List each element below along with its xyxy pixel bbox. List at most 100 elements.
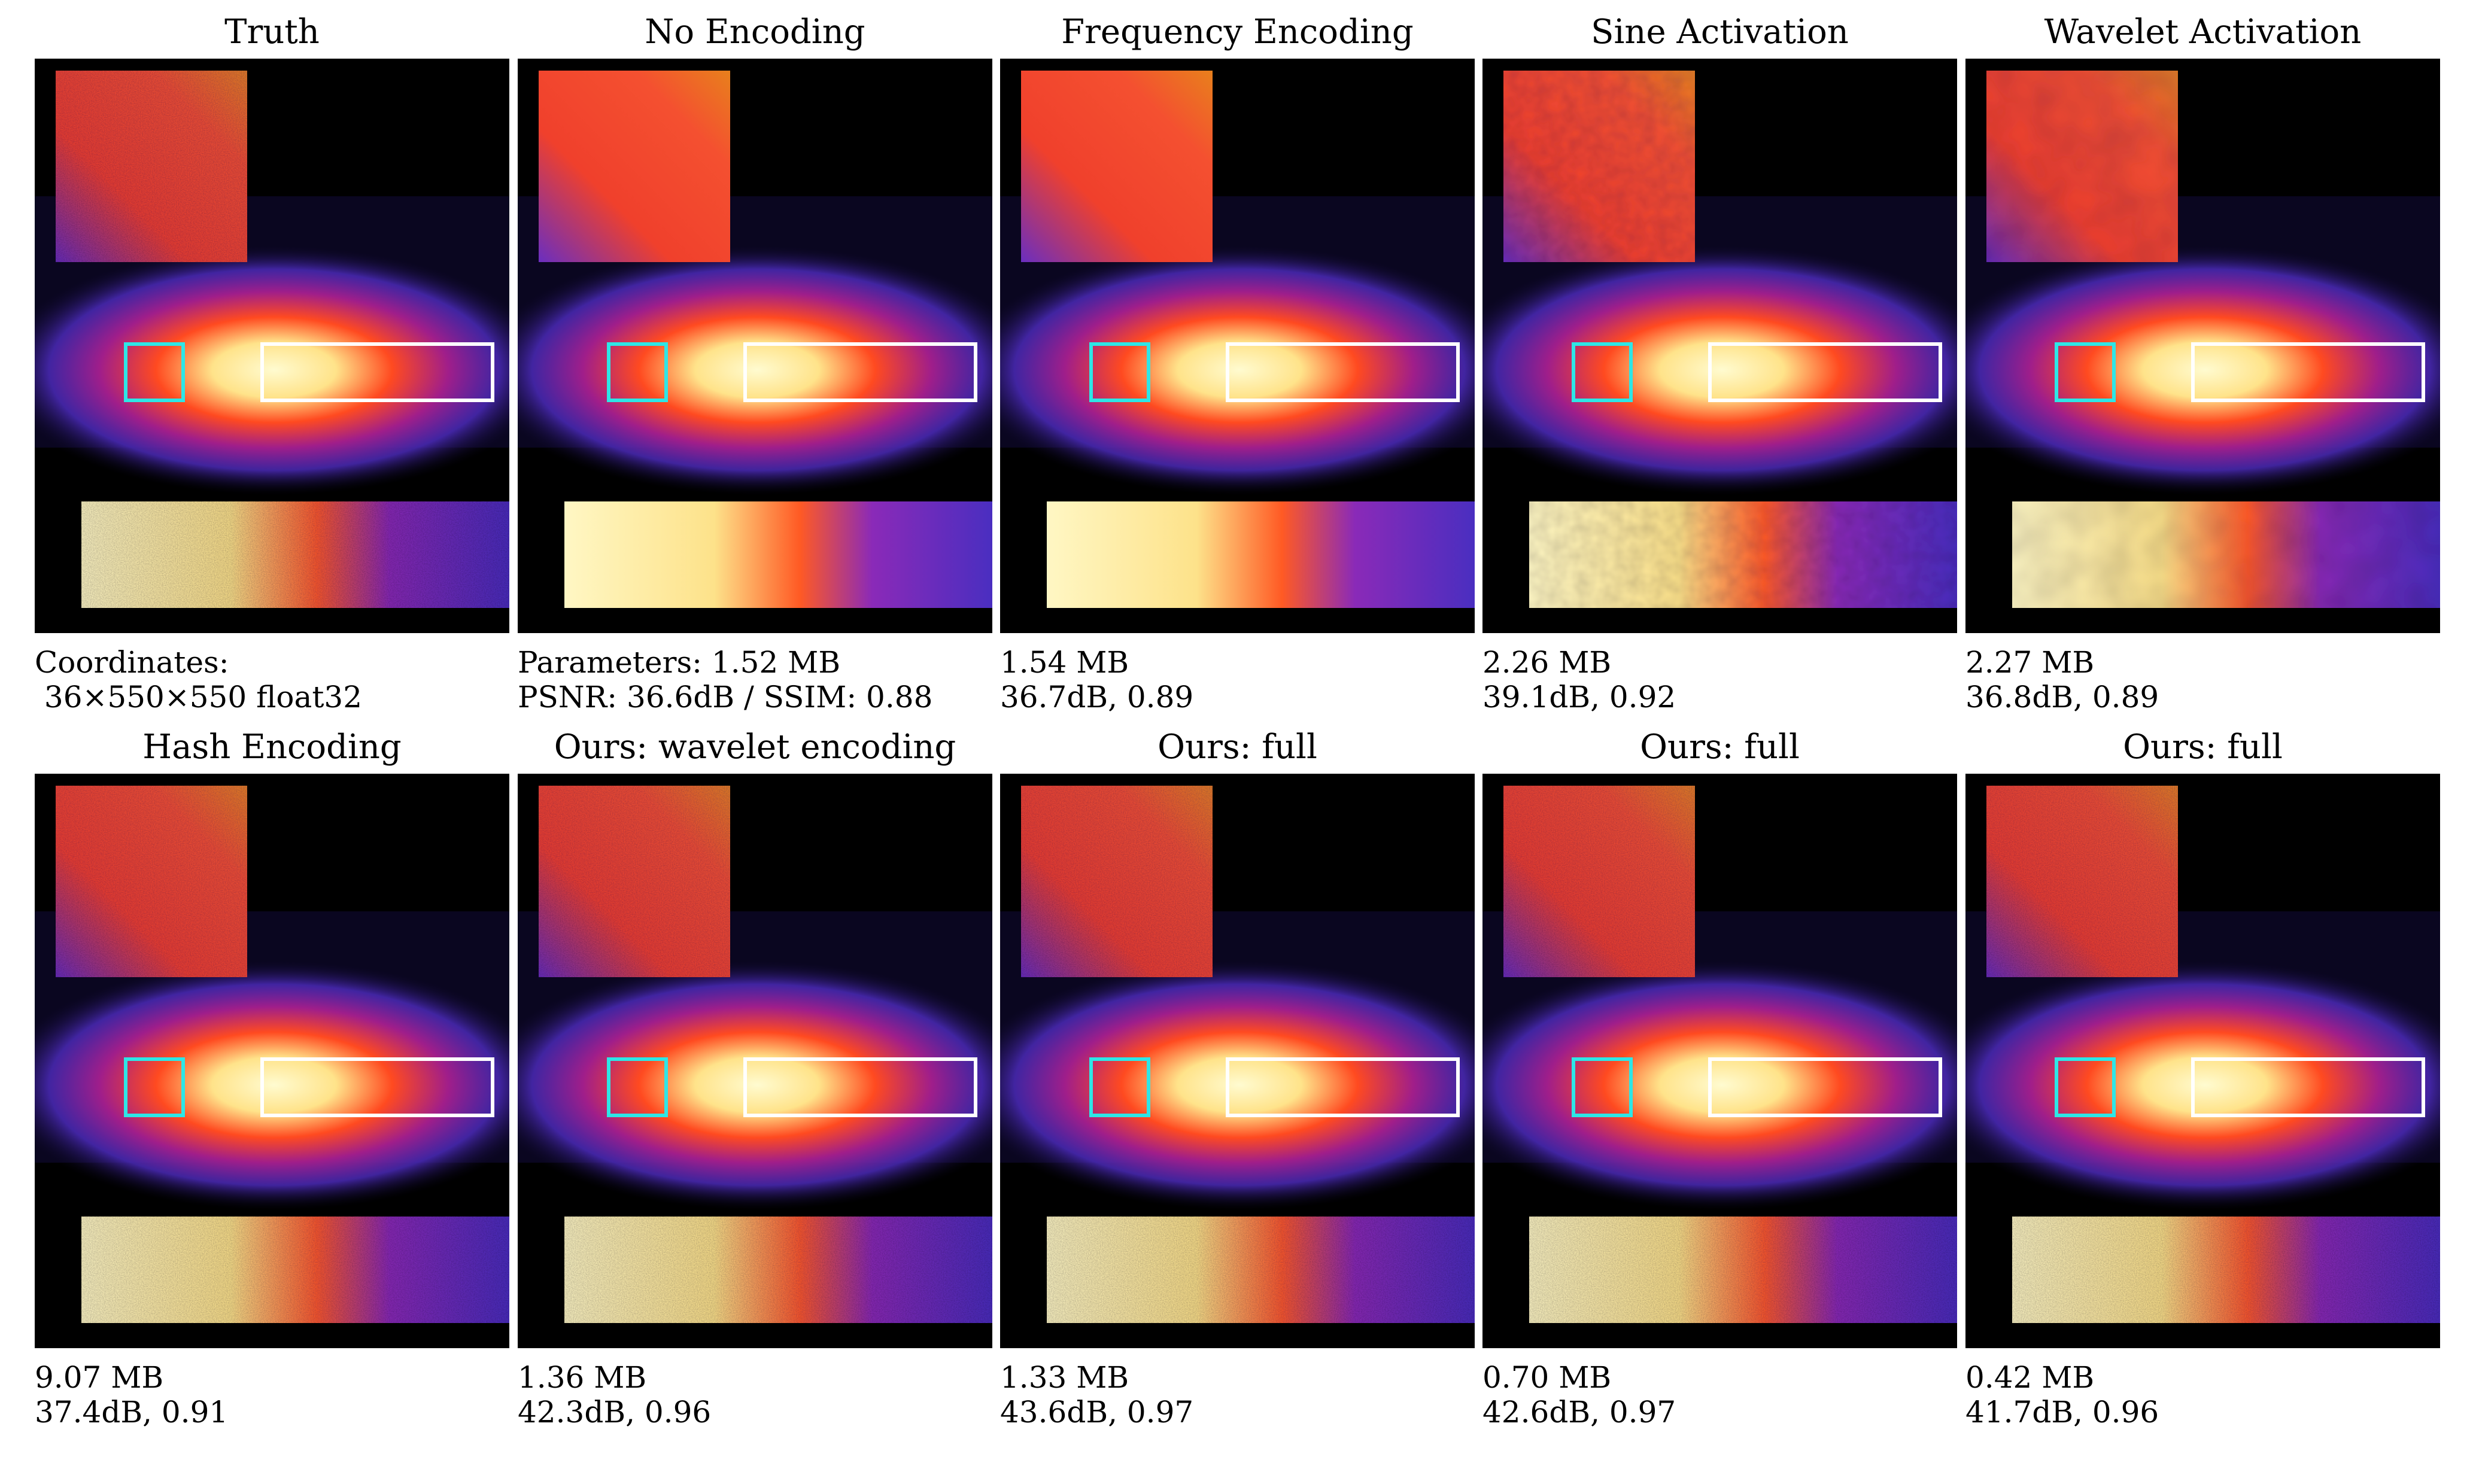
white-roi-box	[260, 342, 494, 402]
panel-caption: 2.26 MB 39.1dB, 0.92	[1482, 645, 1676, 714]
caption-size: 2.26 MB	[1482, 645, 1612, 680]
caption-metrics: 42.3dB, 0.96	[518, 1395, 712, 1430]
reconstruction-image	[1965, 59, 2440, 633]
zoom-inset-bottom	[81, 1217, 509, 1323]
emission-blob	[518, 959, 992, 1211]
caption-metrics: 36.7dB, 0.89	[1000, 680, 1194, 714]
caption-size: 1.36 MB	[518, 1360, 647, 1395]
panel-title: Ours: wavelet encoding	[554, 728, 956, 767]
panel-title: Hash Encoding	[142, 728, 402, 767]
emission-blob	[1000, 959, 1475, 1211]
caption-size: 0.42 MB	[1965, 1360, 2095, 1395]
caption-metrics: 43.6dB, 0.97	[1000, 1395, 1194, 1430]
zoom-inset-bottom	[1529, 1217, 1957, 1323]
panel-title: No Encoding	[645, 13, 865, 51]
caption-size: 1.54 MB	[1000, 645, 1129, 680]
cyan-roi-box	[1089, 1057, 1150, 1117]
zoom-inset-top	[56, 71, 247, 262]
zoom-inset-top	[1021, 71, 1213, 262]
panel-title: Sine Activation	[1591, 13, 1849, 51]
zoom-inset-bottom	[564, 1217, 992, 1323]
caption-size: 2.27 MB	[1965, 645, 2095, 680]
reconstruction-image	[1965, 774, 2440, 1348]
reconstruction-image	[35, 774, 509, 1348]
white-roi-box	[260, 1057, 494, 1117]
cyan-roi-box	[124, 1057, 185, 1117]
reconstruction-image	[1482, 774, 1957, 1348]
zoom-inset-top	[1021, 786, 1213, 977]
zoom-inset-top	[1503, 71, 1695, 262]
cyan-roi-box	[124, 342, 185, 402]
white-roi-box	[2191, 1057, 2425, 1117]
caption-size: Coordinates:	[35, 645, 229, 680]
zoom-inset-bottom	[2012, 1217, 2440, 1323]
caption-metrics: PSNR: 36.6dB / SSIM: 0.88	[518, 680, 933, 714]
reconstruction-image	[1482, 59, 1957, 633]
white-roi-box	[743, 1057, 977, 1117]
cyan-roi-box	[2055, 1057, 2116, 1117]
emission-blob	[35, 959, 509, 1211]
cyan-roi-box	[2055, 342, 2116, 402]
white-roi-box	[1708, 342, 1942, 402]
panel-caption: 2.27 MB 36.8dB, 0.89	[1965, 645, 2159, 714]
zoom-inset-top	[539, 786, 730, 977]
panel-title: Wavelet Activation	[2044, 13, 2362, 51]
panel-caption: 1.54 MB 36.7dB, 0.89	[1000, 645, 1193, 714]
panel-caption: 1.33 MB 43.6dB, 0.97	[1000, 1360, 1193, 1430]
caption-metrics: 41.7dB, 0.96	[1965, 1395, 2159, 1430]
zoom-inset-bottom	[2012, 501, 2440, 608]
zoom-inset-bottom	[1047, 1217, 1475, 1323]
emission-blob	[1965, 244, 2440, 495]
cyan-roi-box	[1572, 342, 1633, 402]
white-roi-box	[2191, 342, 2425, 402]
caption-metrics: 36×550×550 float32	[35, 680, 363, 714]
caption-size: 0.70 MB	[1482, 1360, 1612, 1395]
zoom-inset-top	[56, 786, 247, 977]
reconstruction-image	[518, 59, 992, 633]
panel-caption: Parameters: 1.52 MB PSNR: 36.6dB / SSIM: …	[518, 645, 932, 714]
emission-blob	[1000, 244, 1475, 495]
panel-title: Ours: full	[1640, 728, 1800, 767]
panel-title: Frequency Encoding	[1061, 13, 1414, 51]
cyan-roi-box	[607, 1057, 668, 1117]
caption-size: Parameters: 1.52 MB	[518, 645, 841, 680]
white-roi-box	[743, 342, 977, 402]
reconstruction-image	[1000, 59, 1475, 633]
zoom-inset-top	[1503, 786, 1695, 977]
zoom-inset-top	[1986, 786, 2178, 977]
white-roi-box	[1226, 342, 1460, 402]
emission-blob	[35, 244, 509, 495]
reconstruction-image	[35, 59, 509, 633]
emission-blob	[1965, 959, 2440, 1211]
zoom-inset-top	[1986, 71, 2178, 262]
caption-metrics: 39.1dB, 0.92	[1482, 680, 1676, 714]
white-roi-box	[1708, 1057, 1942, 1117]
panel-caption: 1.36 MB 42.3dB, 0.96	[518, 1360, 711, 1430]
zoom-inset-bottom	[1529, 501, 1957, 608]
caption-metrics: 42.6dB, 0.97	[1482, 1395, 1676, 1430]
emission-blob	[518, 244, 992, 495]
zoom-inset-bottom	[81, 501, 509, 608]
caption-metrics: 36.8dB, 0.89	[1965, 680, 2159, 714]
reconstruction-image	[1000, 774, 1475, 1348]
panel-caption: 0.70 MB 42.6dB, 0.97	[1482, 1360, 1676, 1430]
panel-caption: 9.07 MB 37.4dB, 0.91	[35, 1360, 228, 1430]
emission-blob	[1482, 959, 1957, 1211]
caption-size: 1.33 MB	[1000, 1360, 1129, 1395]
panel-title: Truth	[224, 13, 320, 51]
panel-caption: Coordinates: 36×550×550 float32	[35, 645, 362, 714]
cyan-roi-box	[607, 342, 668, 402]
zoom-inset-bottom	[1047, 501, 1475, 608]
panel-title: Ours: full	[1157, 728, 1317, 767]
panel-caption: 0.42 MB 41.7dB, 0.96	[1965, 1360, 2159, 1430]
reconstruction-image	[518, 774, 992, 1348]
caption-size: 9.07 MB	[35, 1360, 164, 1395]
cyan-roi-box	[1089, 342, 1150, 402]
zoom-inset-bottom	[564, 501, 992, 608]
cyan-roi-box	[1572, 1057, 1633, 1117]
zoom-inset-top	[539, 71, 730, 262]
caption-metrics: 37.4dB, 0.91	[35, 1395, 229, 1430]
panel-title: Ours: full	[2123, 728, 2283, 767]
white-roi-box	[1226, 1057, 1460, 1117]
emission-blob	[1482, 244, 1957, 495]
